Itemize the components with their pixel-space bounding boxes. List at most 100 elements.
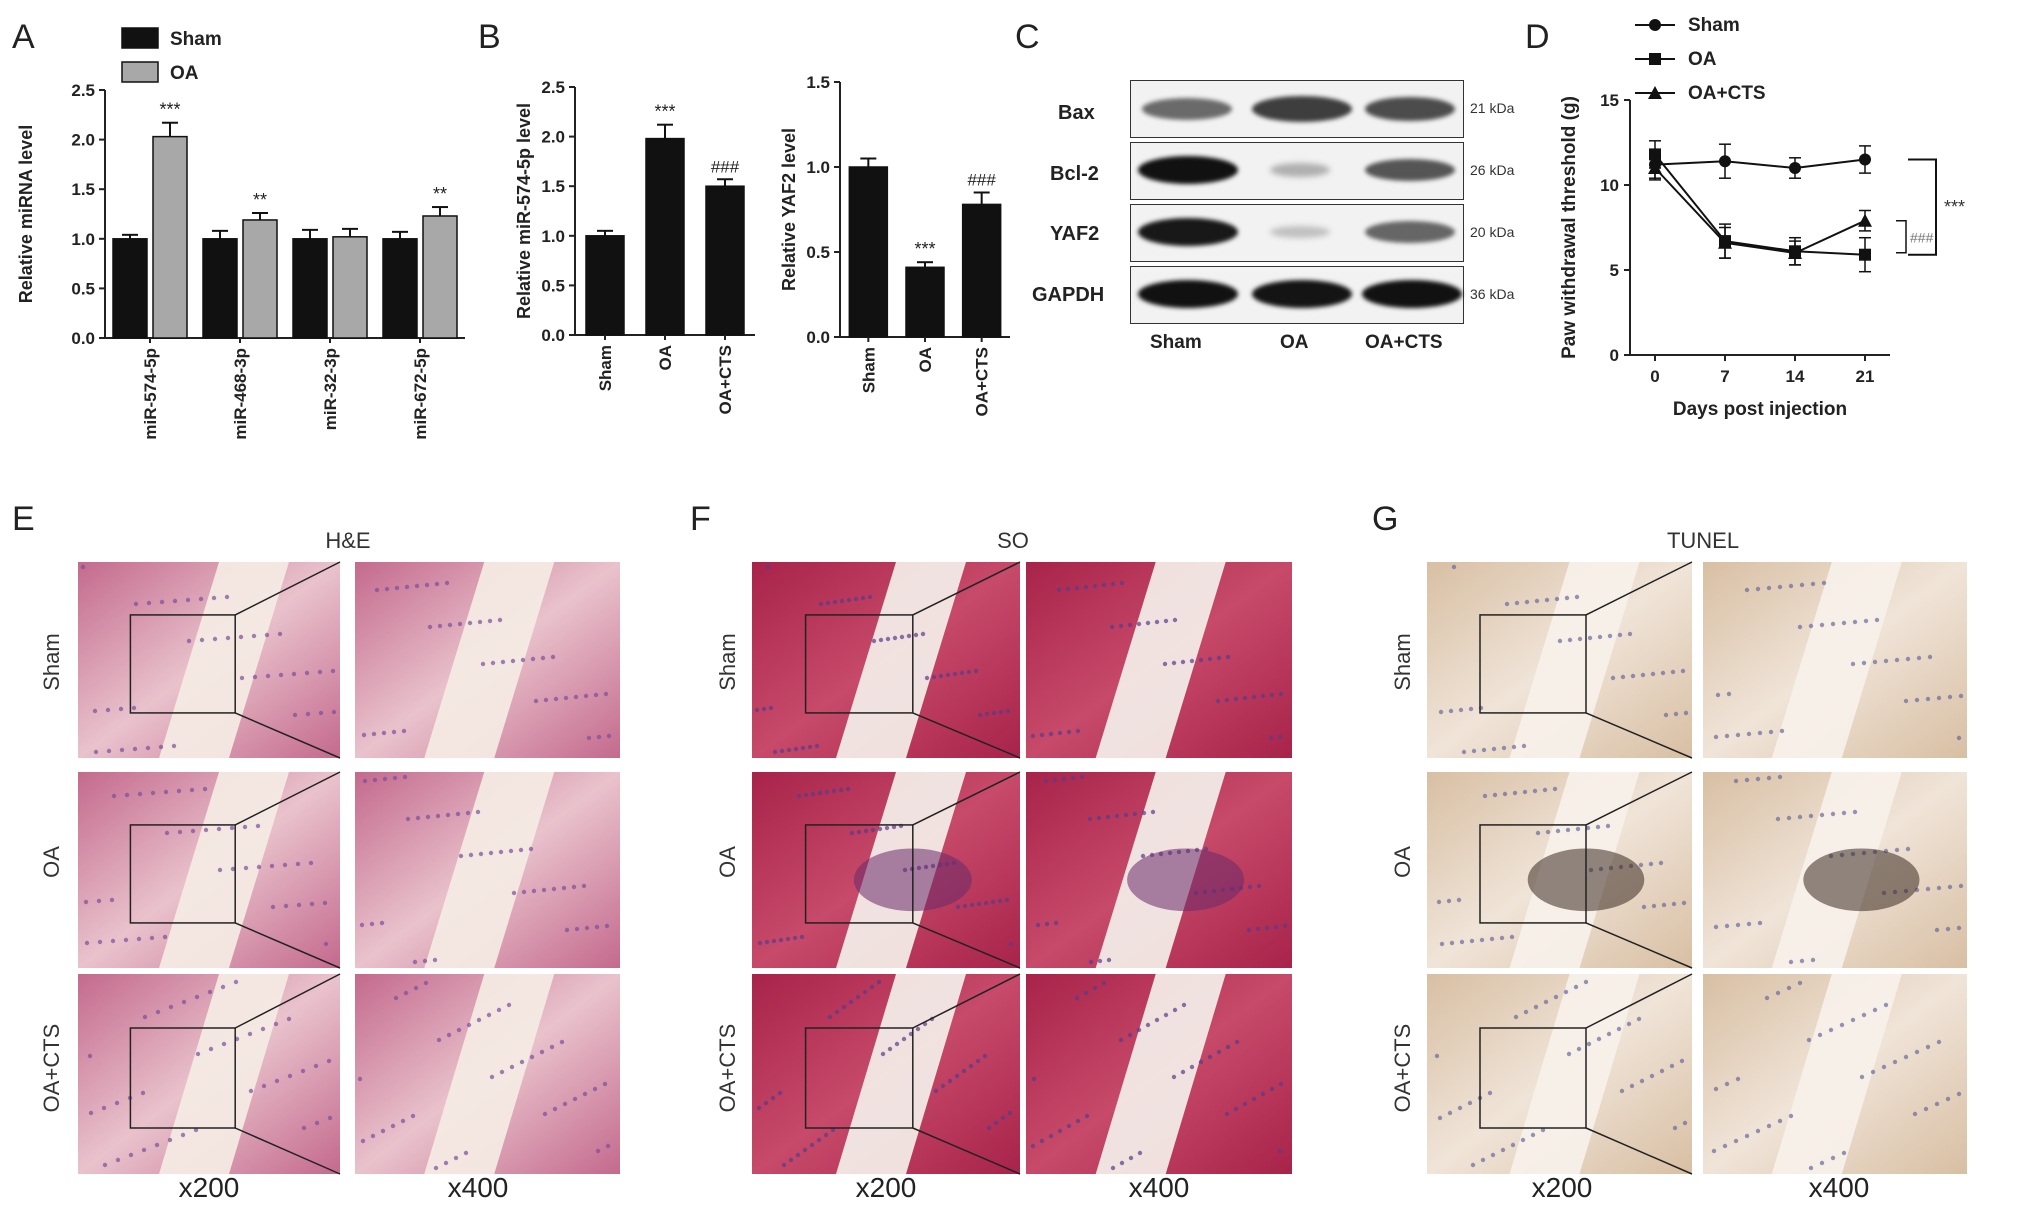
- cell-nucleus: [920, 631, 926, 637]
- cell-nucleus: [242, 824, 248, 830]
- cell-nucleus: [444, 580, 450, 586]
- cell-nucleus: [586, 735, 592, 741]
- panel-letter-c: C: [1015, 18, 1040, 56]
- x-tick-label: OA: [916, 347, 935, 373]
- panel-letter-d: D: [1525, 18, 1550, 56]
- cell-nucleus: [1722, 1143, 1728, 1149]
- cell-nucleus: [83, 899, 89, 905]
- cell-nucleus: [435, 813, 441, 819]
- cell-nucleus: [1079, 774, 1085, 780]
- cell-nucleus: [1447, 1110, 1453, 1116]
- cell-nucleus: [779, 748, 785, 754]
- cell-nucleus: [1269, 1086, 1275, 1092]
- significance-bracket: [1908, 158, 1937, 256]
- cell-nucleus: [1512, 790, 1518, 796]
- cell-nucleus: [1639, 1078, 1645, 1084]
- cell-nucleus: [777, 1090, 783, 1096]
- cell-nucleus: [1264, 925, 1270, 931]
- cell-nucleus: [877, 826, 883, 832]
- cell-nucleus: [1786, 985, 1792, 991]
- cell-nucleus: [1030, 733, 1036, 739]
- cell-nucleus: [1819, 622, 1825, 628]
- zoom-line: [912, 973, 1021, 1029]
- cell-nucleus: [1894, 847, 1900, 853]
- cell-nucleus: [1651, 903, 1657, 909]
- cell-nucleus: [465, 810, 471, 816]
- zoom-box: [129, 1027, 236, 1129]
- cell-nucleus: [1850, 661, 1856, 667]
- cell-nucleus: [1083, 990, 1089, 996]
- cell-nucleus: [1035, 922, 1041, 928]
- cell-nucleus: [181, 999, 187, 1005]
- cell-nucleus: [1925, 696, 1931, 702]
- cell-nucleus: [176, 788, 182, 794]
- cell-nucleus: [1586, 1041, 1592, 1047]
- cell-nucleus: [381, 730, 387, 736]
- cell-nucleus: [1673, 711, 1679, 717]
- y-tick-label: 1.0: [541, 227, 565, 246]
- cell-nucleus: [564, 927, 570, 933]
- cell-nucleus: [1189, 1064, 1195, 1070]
- legend-label: Sham: [1688, 15, 1740, 36]
- cell-nucleus: [1101, 980, 1107, 986]
- cell-nucleus: [101, 1105, 107, 1111]
- cell-nucleus: [1096, 815, 1102, 821]
- wb-kda-bax: 21 kDa: [1470, 100, 1515, 116]
- cell-nucleus: [552, 1106, 558, 1112]
- cell-nucleus: [1557, 638, 1563, 644]
- cell-nucleus: [1225, 1044, 1231, 1050]
- panel-letter-f: F: [690, 500, 711, 538]
- cell-nucleus: [1596, 1036, 1602, 1042]
- cell-nucleus: [1436, 899, 1442, 905]
- cell-nucleus: [1881, 1064, 1887, 1070]
- wb-band: [1365, 97, 1455, 121]
- cell-nucleus: [1883, 658, 1889, 664]
- cell-nucleus: [1658, 860, 1664, 866]
- bar: [242, 219, 278, 339]
- cell-nucleus: [1225, 654, 1231, 660]
- cell-nucleus: [1605, 823, 1611, 829]
- zoom-line: [234, 1127, 341, 1175]
- cell-nucleus: [1260, 1091, 1266, 1097]
- mag-label-x200: x200: [1531, 1172, 1593, 1203]
- cell-nucleus: [1083, 584, 1089, 590]
- cell-nucleus: [446, 1032, 452, 1038]
- cell-nucleus: [114, 1100, 120, 1106]
- cell-nucleus: [111, 793, 117, 799]
- cell-nucleus: [189, 787, 195, 793]
- cell-nucleus: [1105, 814, 1111, 820]
- cell-nucleus: [1084, 1113, 1090, 1119]
- cell-nucleus: [1189, 658, 1195, 664]
- cell-nucleus: [1487, 1090, 1493, 1096]
- cell-nucleus: [1573, 984, 1579, 990]
- x-tick-label: 21: [1856, 367, 1875, 386]
- cell-nucleus: [1806, 1037, 1812, 1043]
- data-point: [1648, 161, 1662, 174]
- cell-nucleus: [1945, 926, 1951, 932]
- cell-nucleus: [1070, 775, 1076, 781]
- cell-nucleus: [1810, 581, 1816, 587]
- cell-nucleus: [149, 935, 155, 941]
- cell-nucleus: [1504, 601, 1510, 607]
- cell-nucleus: [433, 1165, 439, 1171]
- data-point: [1718, 235, 1732, 249]
- cell-nucleus: [1936, 885, 1942, 891]
- cell-nucleus: [1110, 1165, 1116, 1171]
- cell-nucleus: [331, 709, 337, 715]
- cell-nucleus: [816, 1137, 822, 1143]
- cell-nucleus: [318, 710, 324, 716]
- cell-nucleus: [202, 786, 208, 792]
- cell-nucleus: [393, 995, 399, 1001]
- cell-nucleus: [814, 743, 820, 749]
- cell-nucleus: [1711, 1148, 1717, 1154]
- cell-nucleus: [372, 777, 378, 783]
- cell-nucleus: [1649, 1073, 1655, 1079]
- cell-nucleus: [582, 1091, 588, 1097]
- cell-nucleus: [543, 697, 549, 703]
- cell-nucleus: [1207, 656, 1213, 662]
- cell-nucleus: [792, 935, 798, 941]
- significance-label: ***: [1944, 197, 1965, 217]
- cell-nucleus: [1925, 1044, 1931, 1050]
- zoom-line: [1585, 561, 1693, 616]
- cell-nucleus: [1830, 811, 1836, 817]
